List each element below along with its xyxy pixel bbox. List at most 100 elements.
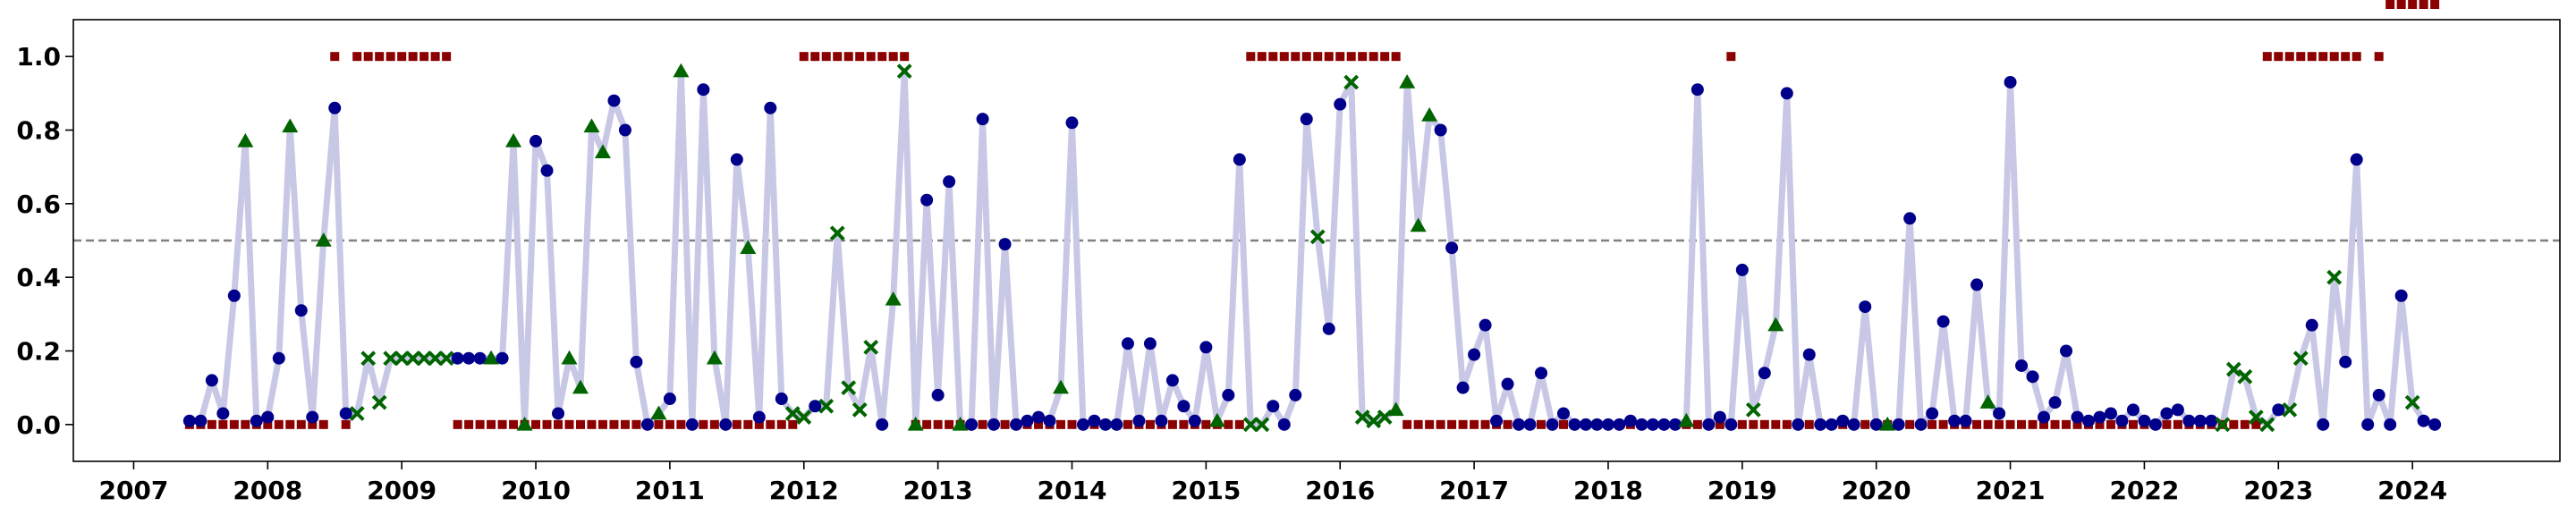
- score-point: [1445, 241, 1459, 255]
- score-point-triangle: [483, 350, 500, 365]
- score-point-cross: [405, 350, 421, 367]
- score-point: [1523, 418, 1537, 431]
- score-point-cross: [829, 225, 845, 241]
- score-point: [1646, 418, 1659, 431]
- y-tick-label: 1.0: [16, 42, 61, 72]
- x-tick-label: 2020: [1842, 476, 1911, 505]
- score-point: [216, 407, 230, 420]
- score-point: [294, 304, 308, 317]
- score-point-triangle: [1053, 379, 1070, 394]
- label-marker: [509, 419, 519, 429]
- score-point: [1233, 153, 1246, 166]
- x-tick-label: 2016: [1305, 476, 1375, 505]
- y-tick-label: 0.0: [16, 410, 61, 440]
- score-point: [194, 414, 208, 427]
- plot-frame: [72, 19, 2561, 462]
- label-marker: [1268, 52, 1278, 62]
- score-point: [1590, 418, 1604, 431]
- score-point: [1936, 315, 1950, 328]
- label-marker: [1759, 419, 1769, 429]
- label-marker: [285, 419, 295, 429]
- score-point: [685, 418, 699, 431]
- score-point: [2428, 418, 2442, 431]
- score-point: [976, 113, 989, 126]
- score-point: [1110, 418, 1123, 431]
- label-marker: [2408, 0, 2418, 9]
- label-marker: [1470, 419, 1479, 429]
- label-marker: [1391, 52, 1401, 62]
- label-marker: [554, 419, 564, 429]
- score-point: [530, 134, 543, 148]
- label-marker: [1402, 419, 1412, 429]
- score-point-triangle: [237, 132, 254, 148]
- label-marker: [2061, 419, 2071, 429]
- score-point: [1959, 414, 1972, 427]
- score-point-triangle: [594, 144, 611, 158]
- label-marker: [1179, 419, 1189, 429]
- score-point-triangle: [740, 240, 757, 254]
- label-marker: [1503, 419, 1513, 429]
- label-marker: [2396, 0, 2406, 9]
- label-marker: [620, 419, 630, 429]
- label-marker: [1905, 419, 1915, 429]
- x-tick-label: 2012: [769, 476, 839, 505]
- label-marker: [587, 419, 597, 429]
- score-point: [1780, 87, 1793, 100]
- score-point: [663, 393, 676, 406]
- label-marker: [386, 52, 395, 62]
- y-tick-label: 0.6: [16, 190, 61, 219]
- label-marker: [1447, 419, 1457, 429]
- score-point-triangle: [885, 291, 902, 306]
- score-point-triangle: [1879, 416, 1896, 431]
- label-marker: [2385, 0, 2395, 9]
- label-marker: [866, 52, 876, 62]
- x-tick-label: 2009: [367, 476, 436, 505]
- label-marker: [609, 419, 619, 429]
- label-marker: [2050, 419, 2060, 429]
- label-marker: [453, 419, 462, 429]
- label-marker: [1782, 419, 1792, 429]
- score-point: [1490, 414, 1504, 427]
- label-marker: [1224, 419, 1233, 429]
- score-point: [272, 351, 285, 365]
- score-point: [630, 355, 643, 368]
- score-line: [186, 68, 2438, 428]
- label-marker: [430, 52, 440, 62]
- score-point-triangle: [1767, 317, 1784, 332]
- score-point: [1021, 414, 1034, 427]
- label-marker: [843, 52, 853, 62]
- score-point: [618, 123, 631, 137]
- label-marker: [743, 419, 753, 429]
- score-point-triangle: [315, 232, 332, 247]
- score-point-cross: [383, 350, 399, 367]
- label-marker: [207, 419, 216, 429]
- y-tick-label: 0.4: [16, 263, 61, 292]
- score-point-cross: [416, 350, 432, 367]
- score-point: [205, 374, 218, 387]
- label-marker: [497, 419, 507, 429]
- score-point: [1869, 418, 1883, 431]
- label-marker: [2229, 419, 2239, 429]
- label-marker: [1938, 419, 1948, 429]
- score-point: [1277, 418, 1291, 431]
- label-marker: [2430, 0, 2440, 9]
- score-point-cross: [852, 401, 868, 418]
- score-point: [1758, 367, 1771, 380]
- label-marker: [2162, 419, 2172, 429]
- score-point: [462, 351, 476, 365]
- label-marker: [2017, 419, 2027, 429]
- score-point: [2059, 344, 2072, 358]
- score-point: [1557, 407, 1571, 420]
- label-marker: [754, 419, 764, 429]
- label-marker: [2005, 419, 2015, 429]
- score-point: [1165, 374, 1179, 387]
- label-marker: [1335, 52, 1345, 62]
- label-marker: [318, 419, 328, 429]
- label-marker: [408, 52, 418, 62]
- score-point: [1623, 414, 1637, 427]
- score-point: [2361, 418, 2375, 431]
- score-point: [1222, 388, 1235, 401]
- score-point: [1814, 418, 1827, 431]
- label-marker: [341, 419, 351, 429]
